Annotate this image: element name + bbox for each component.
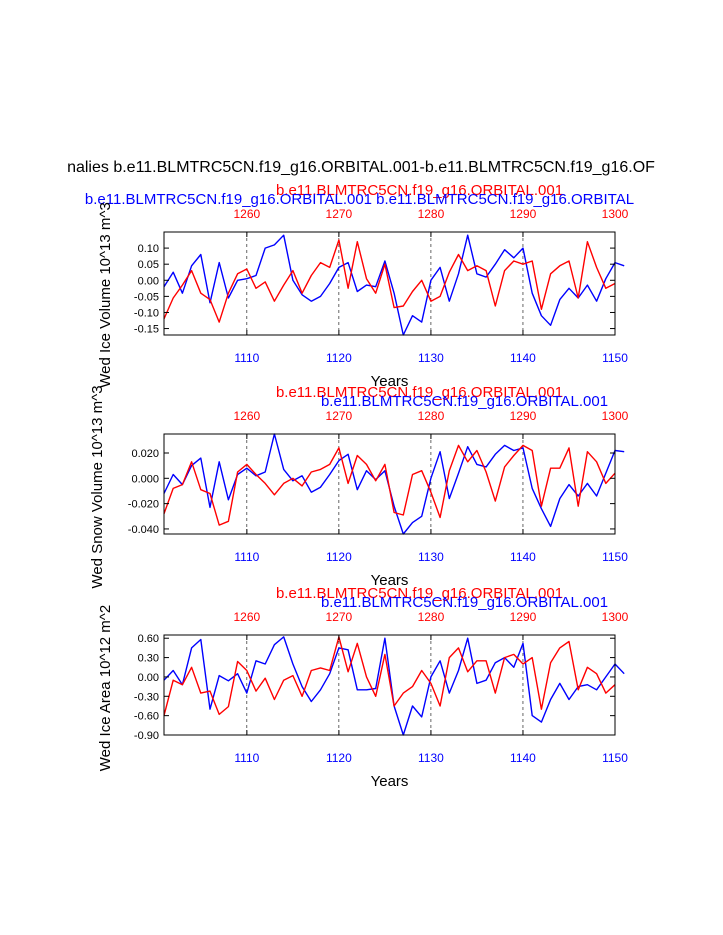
- x-tick-label-top: 1270: [326, 610, 353, 624]
- plot-frame: [163, 231, 616, 336]
- x-tick-label-bottom: 1150: [602, 751, 628, 765]
- x-axis-label: Years: [371, 773, 409, 790]
- x-tick-label-bottom: 1120: [326, 751, 352, 765]
- x-tick-label-top: 1280: [418, 409, 445, 423]
- chart-title-blue: b.e11.BLMTRC5CN.f19_g16.ORBITAL.001 b.e1…: [85, 191, 634, 208]
- series-line-red: [163, 636, 616, 716]
- series-line-blue: [163, 433, 625, 535]
- x-tick-label-bottom: 1110: [234, 351, 259, 365]
- x-tick-label-top: 1270: [326, 409, 353, 423]
- y-axis-label: Wed Ice Volume 10^13 m^3: [97, 202, 114, 388]
- x-tick-label-bottom: 1110: [234, 751, 259, 765]
- x-tick-label-bottom: 1150: [602, 351, 628, 365]
- x-tick-label-top: 1280: [418, 207, 445, 221]
- chart-panel-2: b.e11.BLMTRC5CN.f19_g16.ORBITAL.001b.e11…: [89, 384, 629, 589]
- y-tick-label: 0.30: [138, 653, 159, 665]
- x-tick-label-top: 1300: [602, 207, 629, 221]
- x-tick-label-bottom: 1120: [326, 351, 352, 365]
- series-line-blue: [163, 234, 625, 336]
- y-tick-label: -0.15: [134, 324, 159, 336]
- y-axis-label: Wed Ice Area 10^12 m^2: [97, 605, 114, 771]
- y-tick-label: 0.000: [131, 473, 159, 485]
- y-tick-label: 0.60: [138, 633, 159, 645]
- x-axis-label: Years: [371, 373, 409, 390]
- series-line-red: [163, 239, 616, 323]
- x-tick-label-top: 1260: [233, 409, 260, 423]
- chart-title-red: b.e11.BLMTRC5CN.f19_g16.ORBITAL.001: [276, 182, 563, 199]
- y-tick-label: 0.00: [138, 275, 159, 287]
- y-tick-label: -0.60: [134, 711, 159, 723]
- plot-frame: [163, 433, 616, 535]
- y-tick-label: -0.020: [128, 499, 159, 511]
- chart-title-red: b.e11.BLMTRC5CN.f19_g16.ORBITAL.001: [276, 585, 563, 602]
- x-tick-label-top: 1280: [418, 610, 445, 624]
- x-tick-label-top: 1300: [602, 409, 629, 423]
- x-tick-label-bottom: 1120: [326, 550, 352, 564]
- x-tick-label-bottom: 1130: [418, 751, 444, 765]
- y-tick-label: 0.05: [138, 259, 159, 271]
- x-tick-label-top: 1260: [233, 610, 260, 624]
- x-tick-label-bottom: 1140: [510, 751, 536, 765]
- chart-panel-1: b.e11.BLMTRC5CN.f19_g16.ORBITAL.001b.e11…: [85, 182, 634, 390]
- x-tick-label-bottom: 1150: [602, 550, 628, 564]
- series-line-red: [163, 444, 616, 526]
- plot-frame: [163, 634, 616, 736]
- chart-title-red: b.e11.BLMTRC5CN.f19_g16.ORBITAL.001: [276, 384, 563, 401]
- y-axis-label: Wed Snow Volume 10^13 m^3: [89, 385, 106, 588]
- x-tick-label-top: 1260: [233, 207, 260, 221]
- x-tick-label-bottom: 1130: [418, 550, 444, 564]
- x-tick-label-top: 1270: [326, 207, 353, 221]
- x-tick-label-top: 1290: [510, 207, 537, 221]
- y-tick-label: -0.05: [134, 291, 159, 303]
- chart-panel-3: b.e11.BLMTRC5CN.f19_g16.ORBITAL.001b.e11…: [97, 585, 629, 790]
- x-tick-label-bottom: 1130: [418, 351, 444, 365]
- x-tick-label-top: 1290: [510, 610, 537, 624]
- x-tick-label-top: 1290: [510, 409, 537, 423]
- chart-title-blue: b.e11.BLMTRC5CN.f19_g16.ORBITAL.001: [321, 594, 608, 611]
- chart-title-blue: b.e11.BLMTRC5CN.f19_g16.ORBITAL.001: [321, 393, 608, 410]
- x-tick-label-bottom: 1140: [510, 351, 536, 365]
- y-tick-label: 0.020: [131, 448, 159, 460]
- y-tick-label: 0.00: [138, 672, 159, 684]
- x-axis-label: Years: [371, 572, 409, 589]
- y-tick-label: -0.10: [134, 307, 159, 319]
- y-tick-label: -0.040: [128, 524, 159, 536]
- x-tick-label-bottom: 1140: [510, 550, 536, 564]
- y-tick-label: -0.90: [134, 730, 159, 742]
- x-tick-label-top: 1300: [602, 610, 629, 624]
- x-tick-label-bottom: 1110: [234, 550, 259, 564]
- y-tick-label: 0.10: [138, 243, 159, 255]
- y-tick-label: -0.30: [134, 691, 159, 703]
- page-title: nalies b.e11.BLMTRC5CN.f19_g16.ORBITAL.0…: [67, 159, 655, 176]
